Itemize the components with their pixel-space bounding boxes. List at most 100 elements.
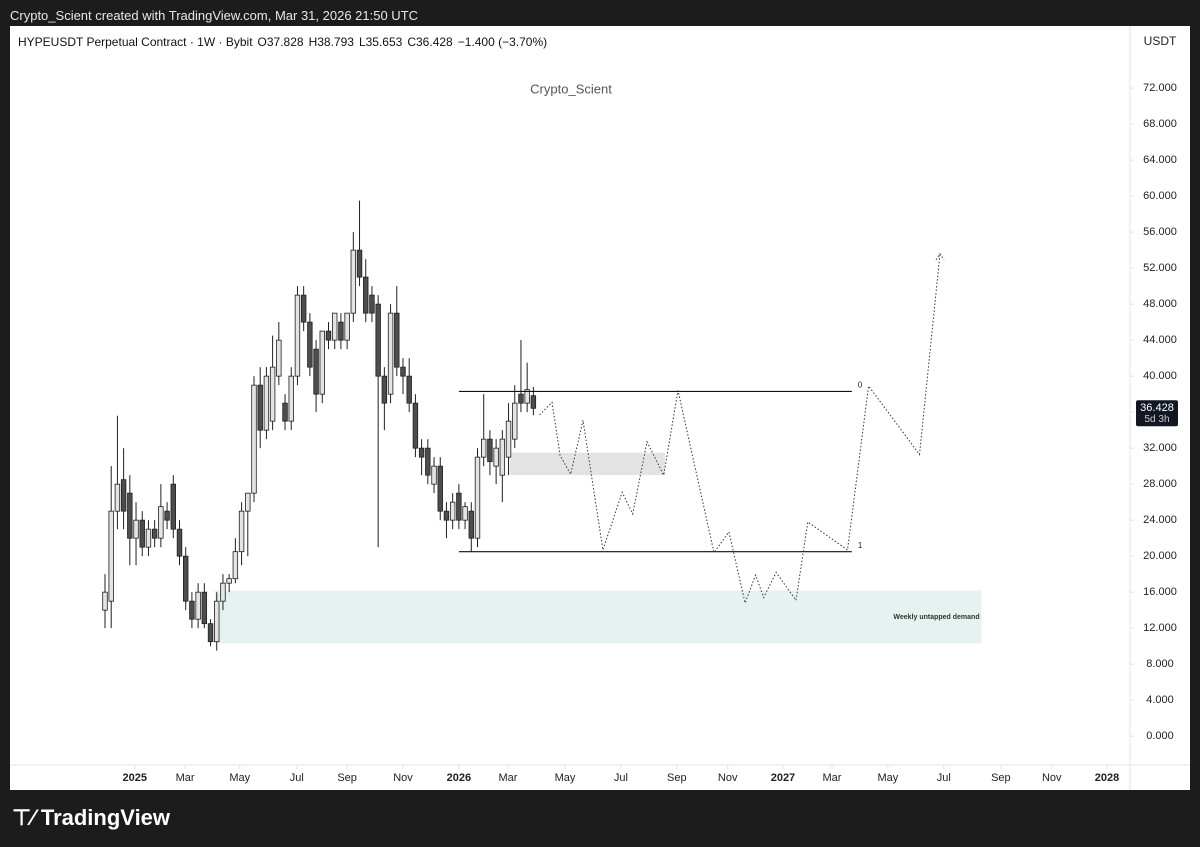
candle-body	[487, 438, 493, 463]
x-tick-label: May	[229, 772, 250, 784]
candle-body	[195, 591, 201, 620]
x-tick-label: May	[555, 772, 576, 784]
x-tick-label: Mar	[823, 772, 842, 784]
candle-body	[182, 555, 189, 602]
candle-body	[344, 312, 350, 341]
x-tick-label: Jul	[290, 772, 304, 784]
candle-body	[133, 519, 139, 539]
y-tick-label: 0.000	[1146, 730, 1174, 742]
candle-body	[350, 249, 357, 314]
zone	[214, 590, 982, 644]
header-stat: −1.400 (−3.70%)	[457, 35, 548, 49]
candle-body	[418, 447, 425, 458]
level-label: 1	[858, 541, 863, 550]
candle-body	[406, 375, 412, 404]
y-tick-label: 44.000	[1143, 334, 1177, 346]
y-tick-label: 72.000	[1143, 82, 1177, 94]
candle-body	[369, 294, 375, 314]
y-tick-label: 64.000	[1143, 154, 1177, 166]
candle-body	[300, 294, 307, 323]
candle-body	[474, 456, 481, 539]
projection-arrow	[935, 252, 945, 261]
x-tick-label: Sep	[991, 772, 1011, 784]
candle-body	[176, 528, 183, 557]
candle-body	[456, 492, 462, 521]
candle-body	[189, 600, 195, 620]
candle-body	[201, 591, 208, 625]
candle-body	[412, 402, 419, 449]
y-tick-label: 32.000	[1143, 442, 1177, 454]
candle-body	[338, 321, 344, 341]
candle-body	[151, 528, 158, 539]
y-tick-label: 16.000	[1143, 586, 1177, 598]
candle-body	[294, 294, 301, 377]
zone	[509, 452, 665, 476]
y-tick-label: 68.000	[1143, 118, 1177, 130]
candle-body	[114, 483, 121, 512]
candle-body	[493, 447, 499, 467]
x-tick-label: 2026	[447, 772, 471, 784]
candle-body	[263, 375, 270, 431]
countdown: 5d 3h	[1144, 414, 1169, 425]
x-tick-label: Sep	[667, 772, 687, 784]
candle-body	[375, 303, 381, 377]
candle-body	[282, 402, 288, 422]
candle-body	[214, 600, 220, 643]
candle-body	[431, 465, 437, 485]
x-tick-label: Mar	[176, 772, 195, 784]
x-tick-label: Jul	[937, 772, 951, 784]
last-price-box	[1136, 400, 1178, 427]
candle-body	[313, 348, 319, 395]
level-label: 0	[858, 381, 863, 390]
candle-body	[499, 438, 506, 476]
header-stat: H38.793	[308, 35, 354, 49]
candle-body	[481, 438, 487, 458]
x-tick-label: 2025	[123, 772, 147, 784]
header-stat: L35.653	[358, 35, 403, 49]
candle-body	[139, 519, 145, 548]
candle-body	[127, 492, 133, 539]
y-tick-label: 12.000	[1143, 622, 1177, 634]
y-tick-label: 60.000	[1143, 190, 1177, 202]
candle-body	[505, 420, 512, 458]
candle-body	[381, 375, 388, 404]
y-tick-label: 56.000	[1143, 226, 1177, 238]
candle-body	[145, 528, 152, 548]
candle-body	[512, 402, 518, 440]
candle-body	[288, 375, 294, 422]
projection-path	[539, 253, 941, 605]
x-tick-label: Nov	[718, 772, 738, 784]
y-tick-label: 24.000	[1143, 514, 1177, 526]
candle-body	[363, 276, 369, 314]
candle-body	[449, 501, 456, 521]
candle-body	[425, 447, 431, 476]
y-tick-label: 20.000	[1143, 550, 1177, 562]
candle-body	[164, 510, 170, 521]
x-tick-label: Sep	[337, 772, 357, 784]
last-price-label: 36.428	[1140, 402, 1174, 414]
candle-body	[325, 330, 332, 341]
candle-body	[468, 510, 474, 539]
brand: ⊤⁄ TradingView	[12, 805, 171, 830]
candle-body	[387, 312, 394, 395]
candle-body	[170, 483, 176, 530]
candle-body	[257, 384, 263, 431]
symbol: HYPEUSDT Perpetual Contract · 1W · Bybit	[18, 35, 253, 49]
x-tick-label: Nov	[1042, 772, 1062, 784]
candle-body	[269, 366, 276, 422]
x-tick-label: May	[877, 772, 898, 784]
candle-body	[238, 510, 245, 553]
candle-body	[207, 623, 214, 643]
chart-header: HYPEUSDT Perpetual Contract · 1W · Bybit…	[18, 35, 552, 49]
candle-body	[518, 393, 524, 404]
candle-body	[443, 510, 450, 521]
candle-body	[102, 591, 108, 611]
candle-body	[437, 465, 443, 512]
candle-body	[245, 492, 251, 512]
candle-body	[400, 366, 406, 377]
x-tick-label: 2027	[771, 772, 795, 784]
candle-body	[530, 395, 537, 409]
candle-body	[226, 578, 232, 584]
